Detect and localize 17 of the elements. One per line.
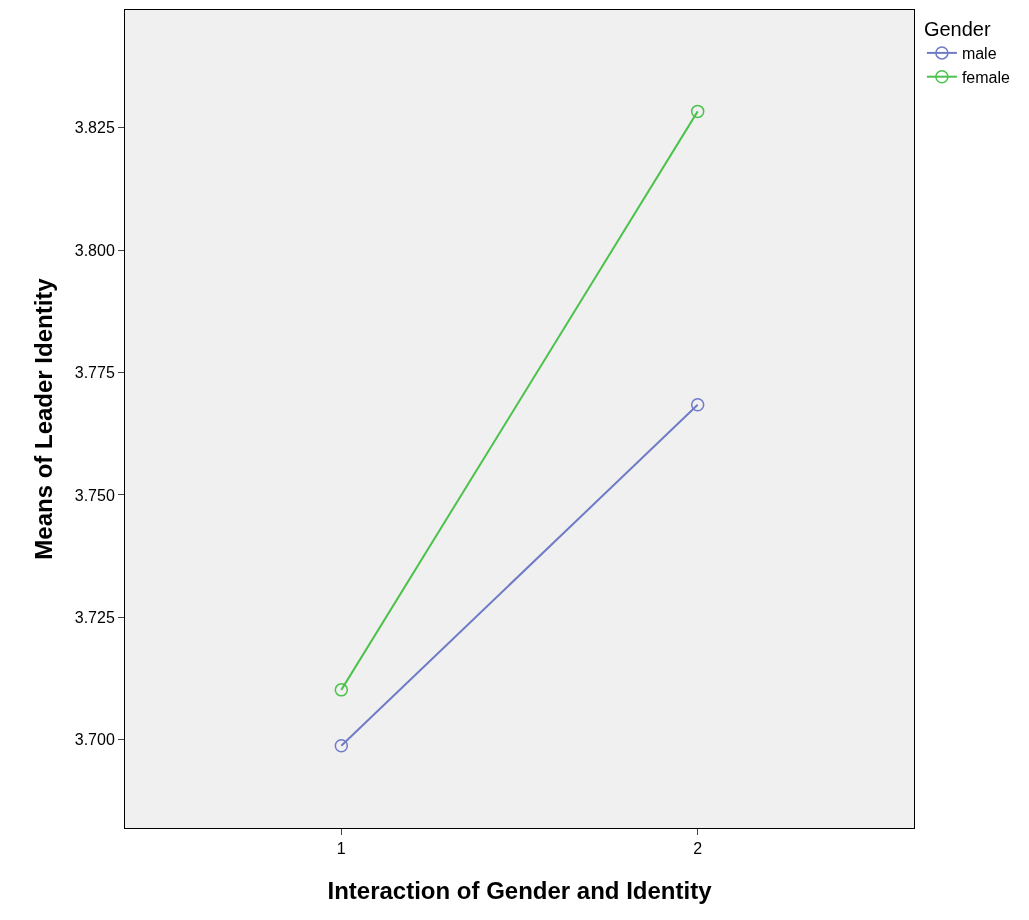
y-tick-label: 3.725 [74,608,115,626]
y-axis-title: Means of Leader Identity [29,277,57,560]
point [334,738,349,753]
y-tick-label: 3.700 [74,731,115,749]
y-tick-label: 3.800 [74,241,115,259]
legend-label: male [961,45,997,63]
point [690,104,705,119]
legend-label: female [961,68,1011,86]
y-tick-label: 3.775 [74,364,115,382]
x-axis-title: Interaction of Gender and Identity [327,876,713,904]
x-tick-label: 2 [693,840,703,858]
point [334,683,349,697]
y-tick-label: 3.825 [74,119,115,137]
x-tick-label: 1 [336,840,346,858]
y-tick-label: 3.750 [74,486,115,504]
legend-title: Gender [923,18,991,40]
point [690,398,705,412]
